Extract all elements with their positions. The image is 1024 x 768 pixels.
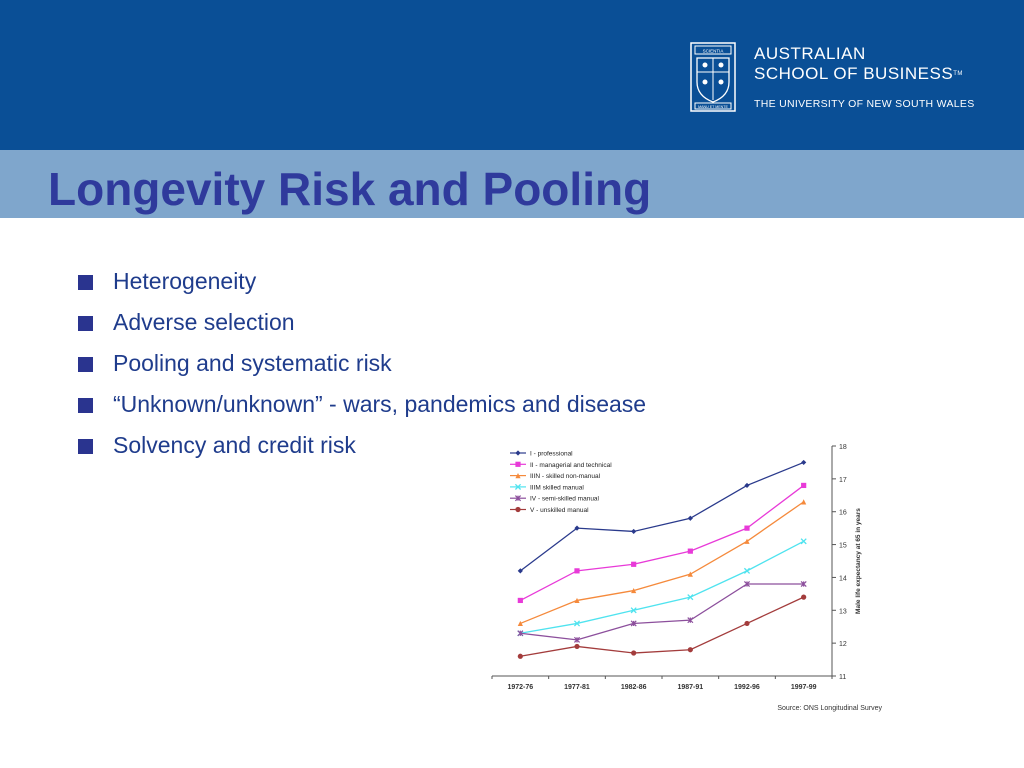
data-point [573,636,581,643]
y-tick-label: 17 [839,477,847,484]
legend-marker [514,495,522,502]
data-point [687,548,693,554]
data-point [687,594,694,601]
legend-marker [515,473,521,479]
legend-label: IIIN - skilled non-manual [530,473,601,480]
y-axis-label: Male life expectancy at 65 in years [855,508,862,614]
legend-marker [515,506,521,513]
data-point [800,580,807,588]
series-line [520,484,805,602]
data-point [630,607,637,614]
x-tick-label: 1997-99 [791,684,817,691]
data-point [744,482,750,489]
series-line [520,596,804,657]
x-tick-label: 1987-91 [677,684,703,691]
data-point [687,617,694,624]
logo-text: AUSTRALIAN SCHOOL OF BUSINESSTM THE UNIV… [754,44,975,112]
legend-marker [515,450,521,456]
life-expectancy-chart: 11 12 13 14 15 16 17 18 1972-76 1977-81 1982-86 198… [491,444,882,712]
legend-label: V - unskilled manual [530,507,589,514]
data-point [687,647,693,653]
crest-motto-top: SCIENTIA [703,49,724,54]
data-point [574,568,580,574]
trademark-mark: TM [953,71,963,77]
bullet-item: “Unknown/unknown” - wars, pandemics and … [78,387,646,428]
y-tick-label: 11 [839,674,846,681]
university-logo: SCIENTIA MANU ET MENTE AUSTRALIAN SCHOOL… [690,42,990,114]
square-bullet-icon [78,357,93,372]
square-bullet-icon [78,398,93,413]
data-point [744,620,750,627]
data-point [573,620,581,627]
data-point [574,597,580,604]
square-bullet-icon [78,439,93,454]
square-bullet-icon [78,275,93,290]
bullet-text: “Unknown/unknown” - wars, pandemics and … [113,391,647,417]
bullet-item: Pooling and systematic risk [78,346,646,387]
bullet-text: Adverse selection [113,309,295,335]
data-point [744,538,750,544]
bullet-item: Solvency and credit risk [78,428,646,469]
bullet-text: Heterogeneity [113,268,257,294]
y-tick-label: 15 [839,543,847,550]
bullet-text: Solvency and credit risk [113,432,356,458]
data-point [517,630,524,637]
legend-label: IV - semi-skilled manual [530,496,600,503]
logo-line-school: SCHOOL OF BUSINESSTM [754,64,975,84]
bullet-item: Adverse selection [78,305,646,346]
x-tick-label: 1982-86 [621,684,647,691]
data-point [743,580,751,588]
data-point [801,459,807,466]
logo-line-australian: AUSTRALIAN [754,44,866,63]
legend-label: IIIM skilled manual [530,484,584,491]
bullet-text: Pooling and systematic risk [113,350,392,376]
title-band [0,150,1024,218]
legend-label: I - professional [530,451,573,458]
data-point [687,515,693,521]
y-tick-label: 16 [839,510,847,517]
data-point [630,620,637,627]
data-point [801,594,807,600]
data-point [687,571,693,577]
series-line [520,583,804,641]
data-point [631,561,637,567]
logo-line-university: THE UNIVERSITY OF NEW SOUTH WALES [754,98,975,110]
bullet-item: Heterogeneity [78,264,646,305]
university-crest-icon: SCIENTIA MANU ET MENTE [690,42,736,112]
bullet-list: Heterogeneity Adverse selection Pooling … [78,264,646,469]
x-tick-label: 1992-96 [734,684,760,691]
legend-label: II - managerial and technical [530,462,612,469]
data-point [631,528,637,535]
square-bullet-icon [78,316,93,331]
slide-title: Longevity Risk and Pooling [48,163,652,215]
crest-motto-bottom: MANU ET MENTE [698,105,728,109]
y-tick-label: 18 [839,444,847,451]
data-point [800,538,807,545]
series-line [520,540,804,634]
x-tick-label: 1972-76 [507,684,533,691]
y-tick-label: 12 [839,641,847,648]
data-point [744,525,750,531]
data-point [574,643,580,650]
data-point [517,653,523,659]
data-point [743,567,751,574]
legend-marker [514,483,522,490]
chart-source: Source: ONS Longitudinal Survey [777,705,882,712]
data-point [631,650,637,656]
series-line [519,461,804,572]
data-point [517,597,523,604]
legend-marker [515,461,521,467]
header-banner [0,0,1024,150]
y-tick-label: 14 [839,575,847,582]
data-point [801,499,807,505]
data-point [517,620,523,627]
x-tick-label: 1977-81 [564,684,590,691]
data-point [801,482,807,489]
y-tick-label: 13 [839,608,847,615]
logo-school-name: SCHOOL OF BUSINESS [754,64,954,83]
data-point [631,587,637,594]
series-line [520,501,805,625]
